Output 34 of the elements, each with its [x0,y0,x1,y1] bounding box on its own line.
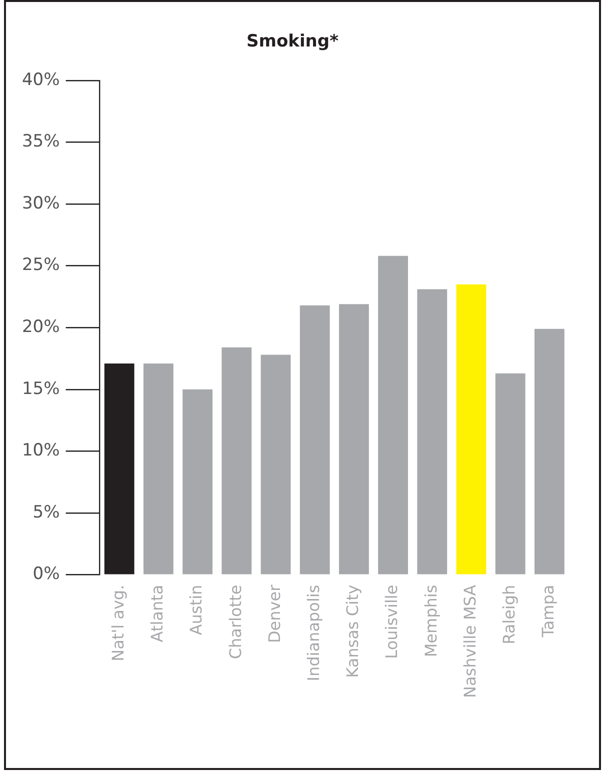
bar [338,304,369,574]
bar [378,256,408,574]
y-tick-label: 35% [22,132,60,152]
y-tick-label: 20% [22,317,60,338]
x-tick-label: Nashville MSA [460,584,480,698]
y-tick-label: 25% [22,255,60,276]
y-tick-label: 40% [22,70,60,90]
y-tick-label: 10% [22,440,60,461]
y-tick-label: 5% [32,502,60,522]
x-tick-label: Charlotte [226,584,245,660]
x-tick-label: Louisville [382,584,402,659]
y-tick-label: 0% [32,564,60,584]
x-tick-label: Raleigh [500,584,519,644]
x-tick-label: Atlanta [148,584,167,642]
bar [300,305,330,574]
chart-title: Smoking* [246,32,339,52]
bar [417,289,448,574]
bar [456,284,486,574]
bar [143,363,174,574]
x-tick-label: Austin [186,584,206,636]
bar [260,354,291,574]
bar [534,328,564,574]
x-tick-label: Tampa [538,584,558,638]
bar [182,389,212,574]
x-tick-label: Nat'l avg. [108,584,128,662]
x-tick-label: Denver [264,584,284,644]
x-tick-label: Kansas City [343,584,362,678]
y-tick-label: 30% [22,193,60,214]
bar [104,363,134,574]
x-tick-label: Indianapolis [304,584,323,682]
bar [222,347,252,574]
x-tick-label: Memphis [421,584,440,658]
y-tick-label: 15% [22,378,60,399]
bar [495,373,526,574]
